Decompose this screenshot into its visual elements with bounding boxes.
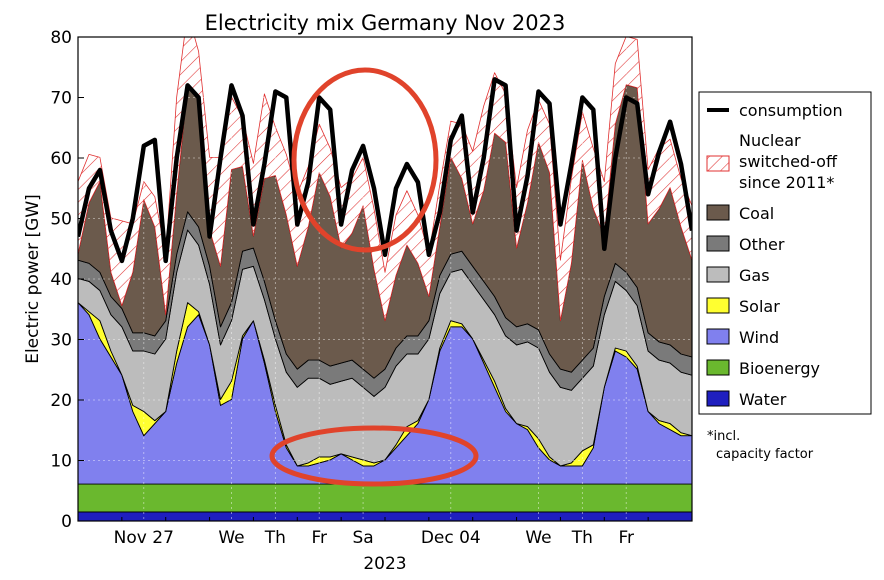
legend-label-nuclear-1: Nuclear (739, 131, 801, 150)
y-tick-label: 20 (50, 391, 72, 411)
legend-label-solar: Solar (739, 297, 780, 316)
footnote-line-1: *incl. (707, 429, 740, 444)
x-tick-label: Th (264, 528, 286, 548)
y-tick-label: 10 (50, 452, 72, 472)
y-tick-label: 80 (50, 28, 72, 48)
legend-label-other: Other (739, 235, 785, 254)
x-tick-label: We (218, 528, 244, 548)
x-axis-ticks: Nov 27 We Th Fr Sa Dec 04 We Th Fr (114, 517, 649, 548)
legend-label-gas: Gas (739, 266, 770, 285)
footnote-line-2: capacity factor (716, 447, 814, 462)
legend-label-bioenergy: Bioenergy (739, 359, 820, 378)
y-tick-label: 70 (50, 89, 72, 109)
consumption-line (78, 77, 692, 264)
chart-title: Electricity mix Germany Nov 2023 (205, 11, 566, 35)
legend-swatch-bioenergy (706, 359, 730, 376)
highlight-ellipse-bottom (269, 425, 479, 487)
legend-label-nuclear-2: switched-off (739, 152, 838, 171)
legend-swatch-coal (706, 204, 730, 221)
legend-swatch-gas (706, 266, 730, 283)
x-tick-label: Dec 04 (421, 528, 481, 548)
x-tick-label: Sa (352, 528, 373, 548)
y-axis-ticks: 0 10 20 30 40 50 60 70 80 (50, 28, 84, 532)
legend-swatch-water (706, 390, 730, 407)
legend-swatch-solar (706, 297, 730, 314)
x-tick-label: Fr (311, 528, 327, 548)
x-axis-label: 2023 (363, 554, 406, 574)
highlight-ellipse-top (291, 67, 439, 253)
legend-swatch-nuclear (706, 155, 730, 172)
area-bioenergy (78, 483, 692, 513)
grid (78, 37, 692, 521)
legend-swatch-wind (706, 328, 730, 345)
legend-label-consumption: consumption (739, 101, 843, 120)
y-tick-label: 40 (50, 270, 72, 290)
consumption-layer (78, 77, 692, 264)
legend-label-nuclear-3: since 2011* (739, 173, 834, 192)
legend-label-wind: Wind (739, 328, 779, 347)
x-tick-label: We (525, 528, 551, 548)
x-tick-label: Fr (618, 528, 634, 548)
y-tick-label: 60 (50, 149, 72, 169)
legend: consumption Nuclear switched-off since 2… (698, 91, 872, 415)
x-tick-label: Th (571, 528, 593, 548)
y-axis-label: Electric power [GW] (23, 194, 43, 364)
legend-label-water: Water (739, 390, 787, 409)
x-tick-label: Nov 27 (114, 528, 174, 548)
legend-swatch-other (706, 235, 730, 252)
y-tick-label: 0 (61, 512, 72, 532)
legend-label-coal: Coal (739, 204, 774, 223)
y-tick-label: 50 (50, 210, 72, 230)
y-tick-label: 30 (50, 331, 72, 351)
